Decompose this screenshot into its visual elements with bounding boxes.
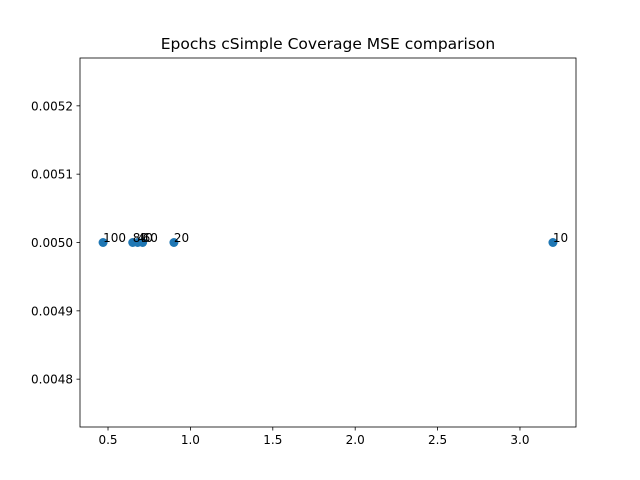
- x-tick-label: 0.5: [98, 433, 117, 447]
- data-point: [548, 238, 558, 247]
- data-point-label: 100: [103, 231, 126, 245]
- plot-area: 0.5 1.0 1.5 2.0 2.5 3.0 0.0048 0.0049 0.0050 0.00…: [31, 57, 577, 447]
- y-tick-label: 0.0048: [31, 373, 73, 387]
- x-tick-label: 2.0: [346, 433, 365, 447]
- data-point-label: 40: [138, 231, 153, 245]
- y-tick-label: 0.0051: [31, 168, 73, 182]
- x-tick-label: 2.5: [428, 433, 447, 447]
- data-point-label: 60: [143, 231, 158, 245]
- x-tick-label: 1.0: [181, 433, 200, 447]
- data-point-label: 80: [133, 231, 148, 245]
- x-tick-label: 1.5: [263, 433, 282, 447]
- y-tick-label: 0.0050: [31, 236, 73, 250]
- data-point: [138, 238, 148, 247]
- data-point-label: 10: [553, 231, 568, 245]
- y-tick-label: 0.0052: [31, 99, 73, 113]
- data-point: [98, 238, 108, 247]
- y-tick-label: 0.0049: [31, 304, 73, 318]
- data-point-label: 20: [174, 231, 189, 245]
- data-point: [169, 238, 179, 247]
- axes-frame: [79, 57, 577, 428]
- x-tick-label: 3.0: [510, 433, 529, 447]
- chart-title: Epochs cSimple Coverage MSE comparison: [161, 35, 495, 53]
